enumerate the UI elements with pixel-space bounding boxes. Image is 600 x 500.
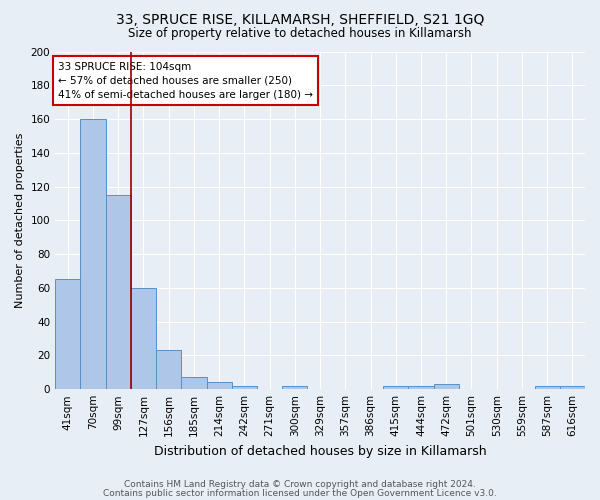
Bar: [131, 288, 156, 389]
Bar: [232, 386, 257, 389]
Bar: [282, 386, 307, 389]
Text: Size of property relative to detached houses in Killamarsh: Size of property relative to detached ho…: [128, 28, 472, 40]
Text: Contains public sector information licensed under the Open Government Licence v3: Contains public sector information licen…: [103, 488, 497, 498]
Bar: [383, 386, 409, 389]
Bar: [535, 386, 560, 389]
Text: 33, SPRUCE RISE, KILLAMARSH, SHEFFIELD, S21 1GQ: 33, SPRUCE RISE, KILLAMARSH, SHEFFIELD, …: [116, 12, 484, 26]
Bar: [434, 384, 459, 389]
Bar: [156, 350, 181, 389]
Bar: [560, 386, 585, 389]
Bar: [181, 378, 206, 389]
Bar: [80, 119, 106, 389]
Text: Contains HM Land Registry data © Crown copyright and database right 2024.: Contains HM Land Registry data © Crown c…: [124, 480, 476, 489]
Bar: [206, 382, 232, 389]
Bar: [55, 280, 80, 389]
Bar: [409, 386, 434, 389]
Y-axis label: Number of detached properties: Number of detached properties: [15, 132, 25, 308]
Text: 33 SPRUCE RISE: 104sqm
← 57% of detached houses are smaller (250)
41% of semi-de: 33 SPRUCE RISE: 104sqm ← 57% of detached…: [58, 62, 313, 100]
X-axis label: Distribution of detached houses by size in Killamarsh: Distribution of detached houses by size …: [154, 444, 487, 458]
Bar: [106, 195, 131, 389]
